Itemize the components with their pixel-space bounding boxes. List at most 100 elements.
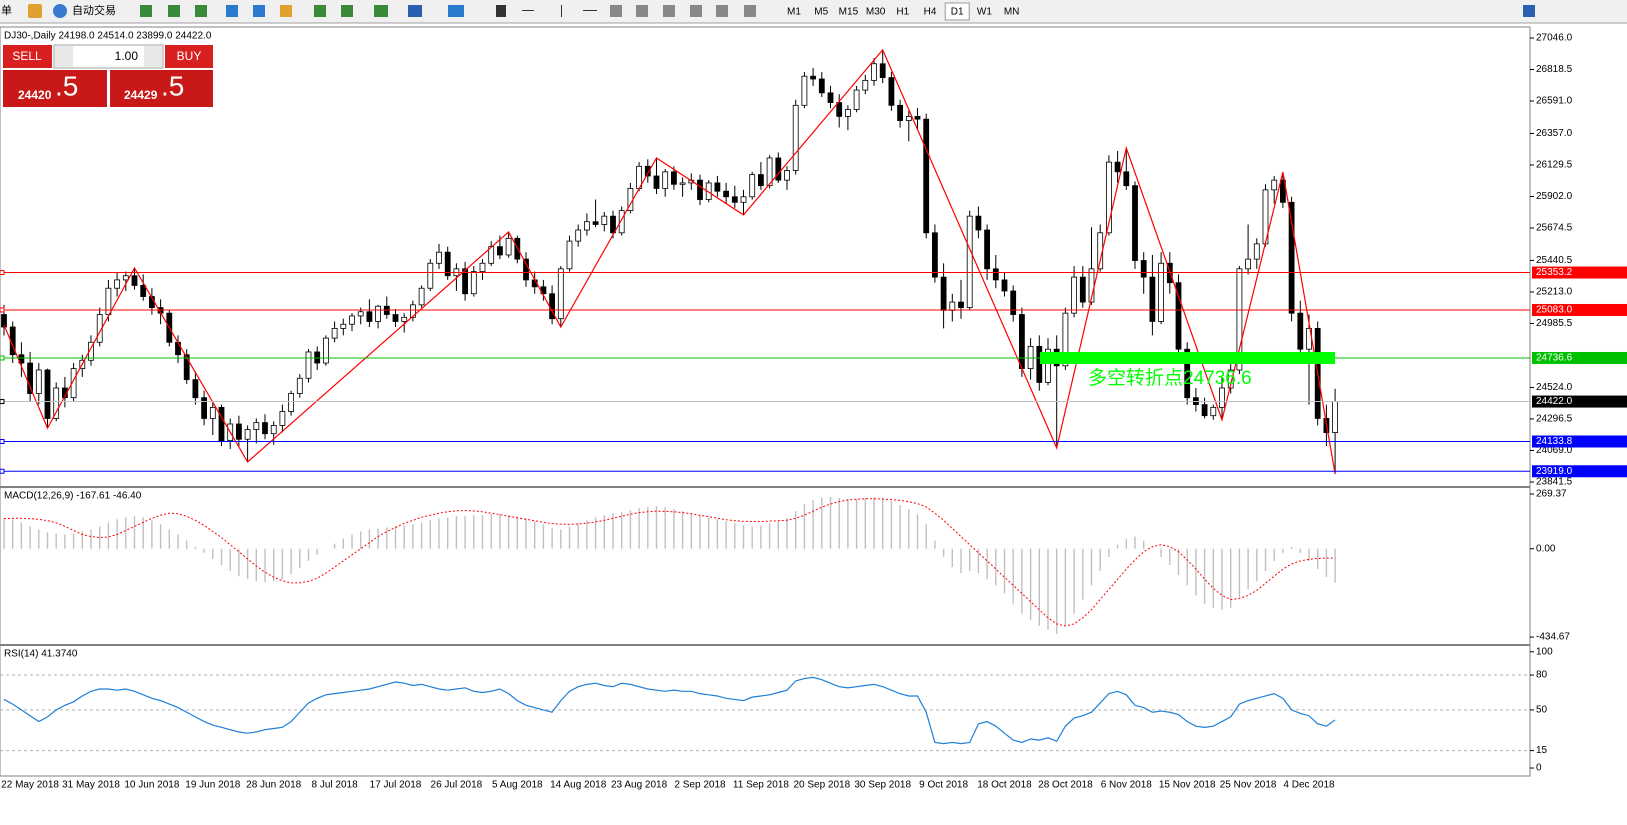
candle-body xyxy=(827,92,834,103)
icon[interactable] xyxy=(690,5,702,17)
sell-button[interactable] xyxy=(3,45,52,68)
candle-body xyxy=(1071,276,1077,314)
icon[interactable] xyxy=(610,5,622,17)
icon[interactable] xyxy=(28,4,42,18)
volume: 1.00 xyxy=(115,49,139,63)
y-tick-label: 27046.0 xyxy=(1536,33,1573,44)
icon[interactable] xyxy=(522,10,534,11)
candle-body xyxy=(897,104,903,121)
icon[interactable] xyxy=(195,5,207,17)
icon[interactable] xyxy=(496,5,506,17)
icon[interactable] xyxy=(583,10,597,11)
candle-body xyxy=(958,301,964,309)
icon[interactable] xyxy=(744,5,756,17)
level-label: 25353.2 xyxy=(1536,267,1573,278)
icon[interactable] xyxy=(716,5,728,17)
candle-body xyxy=(871,63,877,81)
y-tick-label: 26129.5 xyxy=(1536,160,1573,171)
level-label: 24133.8 xyxy=(1536,436,1573,447)
level-label: 24736.6 xyxy=(1536,353,1573,364)
candle-body xyxy=(905,116,912,121)
candle-body xyxy=(1036,346,1043,383)
icon[interactable] xyxy=(280,5,292,17)
x-tick-label: 22 May 2018 xyxy=(1,780,59,791)
spin-down[interactable] xyxy=(55,46,73,67)
candle-body xyxy=(27,362,34,394)
toolbar-icons xyxy=(140,5,1535,17)
candle-body xyxy=(175,341,181,356)
candle-body xyxy=(462,268,469,295)
timeframe-button[interactable]: M5 xyxy=(814,7,828,18)
annotation: 多空转折点24736.6 xyxy=(1088,367,1252,389)
icon[interactable] xyxy=(168,5,180,17)
icon[interactable] xyxy=(253,5,265,17)
spin-up[interactable] xyxy=(144,46,162,67)
ask-box[interactable] xyxy=(110,70,213,107)
candle-body xyxy=(1297,312,1304,350)
y-tick-label: 25902.0 xyxy=(1536,191,1573,202)
icon[interactable] xyxy=(226,5,238,17)
candle-body xyxy=(888,77,895,106)
buy-button[interactable] xyxy=(165,45,213,68)
timeframe-button[interactable]: M1 xyxy=(787,7,801,18)
candle-body xyxy=(923,118,930,234)
volume-input[interactable] xyxy=(53,44,164,69)
sell-label: SELL xyxy=(12,49,42,63)
icon[interactable] xyxy=(636,5,648,17)
candle-body xyxy=(1210,406,1217,417)
candle-body xyxy=(1114,161,1121,173)
buy-label: BUY xyxy=(177,49,202,63)
candle-body xyxy=(766,157,773,187)
icon[interactable] xyxy=(408,5,422,17)
x-tick-label: 28 Jun 2018 xyxy=(246,780,301,791)
y-tick-label: 25674.5 xyxy=(1536,223,1573,234)
timeframe-button[interactable]: M15 xyxy=(839,7,859,18)
bid-box[interactable] xyxy=(3,70,107,107)
timeframe-button[interactable]: M30 xyxy=(866,7,886,18)
candle-body xyxy=(1079,276,1086,303)
icon[interactable] xyxy=(53,4,67,18)
icon[interactable] xyxy=(663,5,675,17)
timeframe-button[interactable]: W1 xyxy=(977,7,992,18)
candle-body xyxy=(818,78,825,94)
candle-body xyxy=(992,268,999,281)
candle-body xyxy=(975,215,982,231)
icon[interactable] xyxy=(341,5,353,17)
candle-body xyxy=(140,285,147,297)
icon[interactable] xyxy=(1523,5,1535,17)
icon[interactable] xyxy=(374,5,388,17)
icon[interactable] xyxy=(561,5,562,17)
x-tick-label: 19 Jun 2018 xyxy=(185,780,240,791)
icon[interactable] xyxy=(140,5,152,17)
candle-body xyxy=(984,229,990,270)
candle-body xyxy=(949,301,956,311)
y-tick-label: 23841.5 xyxy=(1536,477,1573,488)
candle-body xyxy=(1010,290,1017,315)
level-tag xyxy=(1532,266,1627,279)
x-tick-label: 15 Nov 2018 xyxy=(1159,780,1216,791)
candle-body xyxy=(671,171,677,185)
candle-body xyxy=(644,165,651,177)
icon[interactable] xyxy=(314,5,326,17)
x-tick-label: 4 Dec 2018 xyxy=(1283,780,1335,791)
level-handle xyxy=(0,438,5,444)
candle-body xyxy=(392,314,399,322)
auto-trading-button[interactable]: 自动交易 xyxy=(72,3,116,17)
menu-label[interactable]: 单 xyxy=(1,4,12,17)
timeframe-button[interactable]: MN xyxy=(1004,7,1020,18)
candle-body xyxy=(270,424,277,435)
timeframe-button[interactable]: H4 xyxy=(924,7,937,18)
candle-body xyxy=(758,174,764,187)
level-handle xyxy=(0,270,5,276)
y-tick-label: 25440.5 xyxy=(1536,255,1573,266)
candle-body xyxy=(331,328,338,339)
icon[interactable] xyxy=(448,5,464,17)
timeframe-button[interactable]: H1 xyxy=(896,7,909,18)
x-tick-label: 31 May 2018 xyxy=(62,780,120,791)
candle-body xyxy=(235,423,242,440)
candle-body xyxy=(427,262,434,289)
timeframe-button[interactable]: D1 xyxy=(951,7,964,18)
candle-body xyxy=(1253,243,1260,260)
candle-body xyxy=(1280,179,1286,203)
x-tick-label: 10 Jun 2018 xyxy=(124,780,179,791)
